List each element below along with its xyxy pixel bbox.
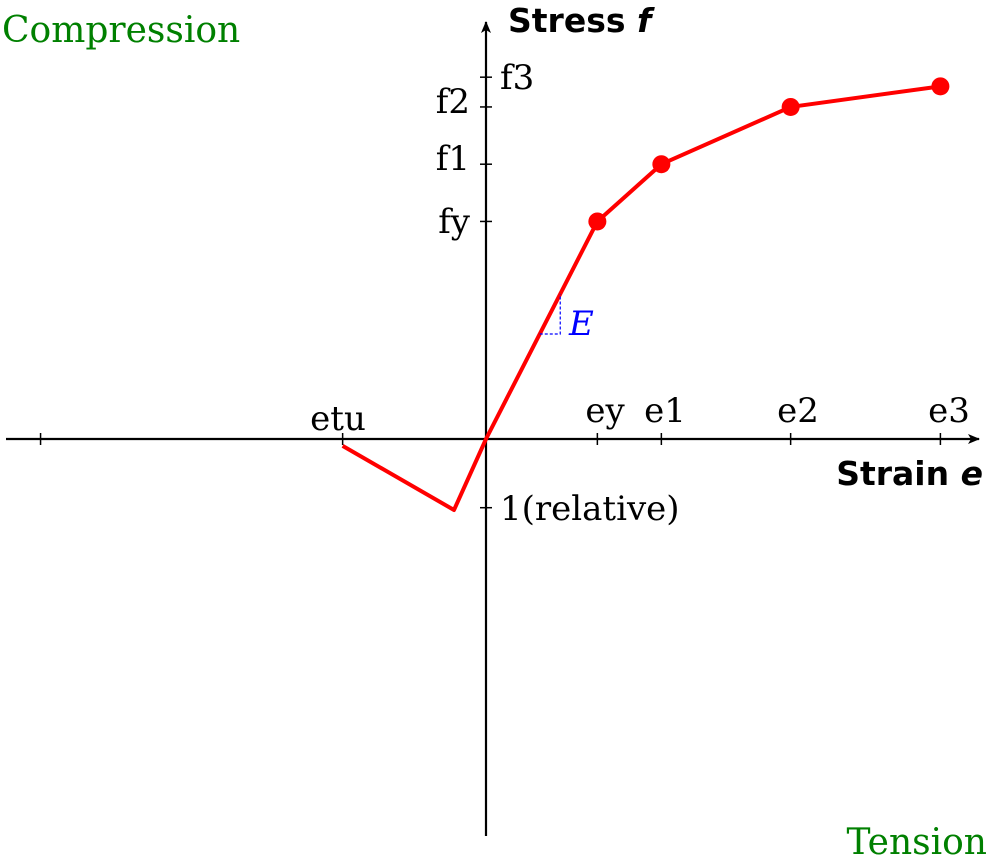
axis-ticks [39,76,942,509]
x-tick-label-e1: e1 [644,391,686,431]
x-tick-label-ey: ey [585,391,625,431]
y-axis-title: Stress f [508,1,655,40]
modulus-slope-indicator [539,293,561,335]
y-tick-label-relative: 1(relative) [500,489,680,529]
x-tick-label-etu: etu [310,399,366,439]
compression-label: Compression [2,10,240,51]
curve-marker-2 [652,155,671,174]
curve-marker-4 [931,77,950,96]
curve-marker-1 [588,212,607,231]
y-tick-label-f2: f2 [436,82,470,122]
x-tick-label-e3: e3 [928,391,970,431]
modulus-label: E [568,304,594,344]
y-tick-label-fy: fy [438,202,471,242]
x-tick-label-e2: e2 [777,391,819,431]
curve-markers [588,77,950,231]
y-tick-label-f3: f3 [500,58,534,98]
y-tick-label-f1: f1 [436,139,470,179]
curve-marker-3 [781,97,800,116]
x-axis-title: Strain e [836,454,983,493]
stress-strain-curve [341,84,941,512]
tension-label: Tension [846,822,987,857]
